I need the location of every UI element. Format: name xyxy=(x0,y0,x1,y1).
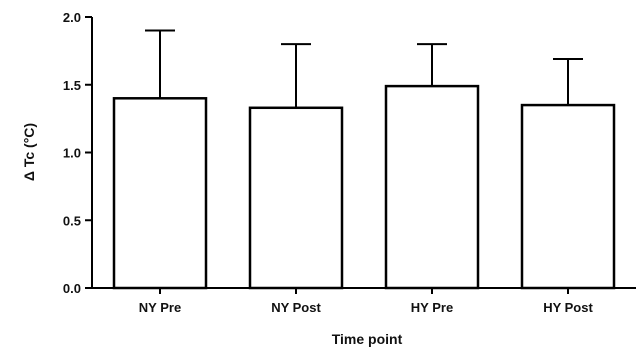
x-tick-label: NY Pre xyxy=(139,300,181,315)
y-axis-title: Δ Tc (°C) xyxy=(21,123,37,181)
y-tick-label: 0.0 xyxy=(63,281,81,296)
error-bars-layer xyxy=(145,29,583,108)
y-tick-label: 0.5 xyxy=(63,213,81,228)
x-ticks-layer: NY Pre NY Post HY Pre HY Post xyxy=(139,288,593,315)
y-tick-label: 2.0 xyxy=(63,10,81,25)
x-tick-label: HY Post xyxy=(543,300,593,315)
bar-hy-pre xyxy=(384,84,480,290)
bars-layer xyxy=(112,84,616,290)
bar-ny-pre xyxy=(112,97,208,290)
x-tick-label: HY Pre xyxy=(411,300,453,315)
bar-hy-post xyxy=(520,103,616,290)
x-axis-title: Time point xyxy=(332,331,403,347)
y-ticks-layer: 0.0 0.5 1.0 1.5 2.0 xyxy=(63,10,92,296)
x-tick-label: NY Post xyxy=(271,300,321,315)
y-tick-label: 1.0 xyxy=(63,146,81,161)
y-tick-label: 1.5 xyxy=(63,78,81,93)
bar-ny-post xyxy=(248,106,344,290)
